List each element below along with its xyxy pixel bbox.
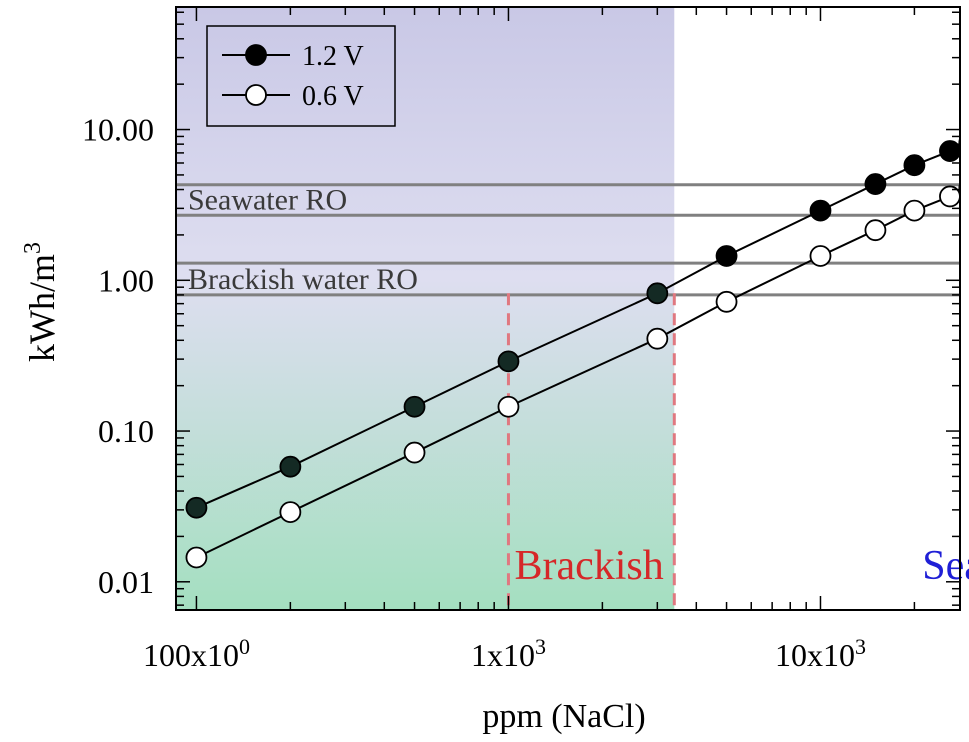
data-point [403,395,426,418]
x-tick-label-exponent: 3 [535,634,546,659]
legend-label: 1.2 V [302,41,364,72]
plot-area: Seawater RO Brackish water RO [176,7,960,610]
x-axis-title: ppm (NaCl) [482,698,645,735]
data-point [864,173,887,195]
data-point [646,327,669,350]
data-point [903,199,926,222]
reference-line-label: Seawater RO [188,183,347,216]
data-point [715,245,738,267]
vertical-marker-label: Brackish [514,543,663,589]
data-point [715,290,738,313]
vertical-marker-label: Seawater [922,543,969,589]
legend-marker [245,84,267,106]
y-axis-title: kWh/m3 [20,242,62,362]
series-line [196,145,960,509]
y-tick-label: 1.00 [98,262,154,298]
data-point [903,154,926,177]
data-point [646,282,669,305]
x-tick-label-base: 10x10 [775,637,855,673]
data-point [497,350,520,373]
y-axis-title-exponent: 3 [20,242,46,254]
shaded-region [176,7,675,610]
data-point [809,199,832,222]
plot-frame [175,6,961,611]
y-axis-title-base: kWh/m [22,254,62,362]
series-line [196,190,960,559]
x-tick-label: 1x103 [471,634,546,673]
x-tick-label: 10x103 [775,634,866,673]
data-point [185,496,208,519]
y-tick-label: 10.00 [82,112,154,148]
data-point [279,501,302,523]
reference-line-label: Brackish water RO [188,263,418,296]
x-tick-label-exponent: 0 [239,634,250,659]
x-tick-label-exponent: 3 [855,634,866,659]
y-tick-label: 0.10 [98,413,154,449]
legend-marker [245,44,267,66]
y-tick-label: 0.01 [98,564,154,600]
data-point [279,455,302,478]
data-point [809,245,832,267]
data-point [403,441,426,464]
x-tick-label-base: 1x10 [471,637,535,673]
x-tick-label-base: 100x10 [143,637,239,673]
legend-label: 0.6 V [302,81,364,112]
data-point [864,219,887,242]
x-tick-label: 100x100 [143,634,250,673]
legend: 1.2 V 0.6 V [206,25,396,127]
data-point [497,395,520,418]
data-point [185,546,208,569]
legend-box [206,25,396,127]
